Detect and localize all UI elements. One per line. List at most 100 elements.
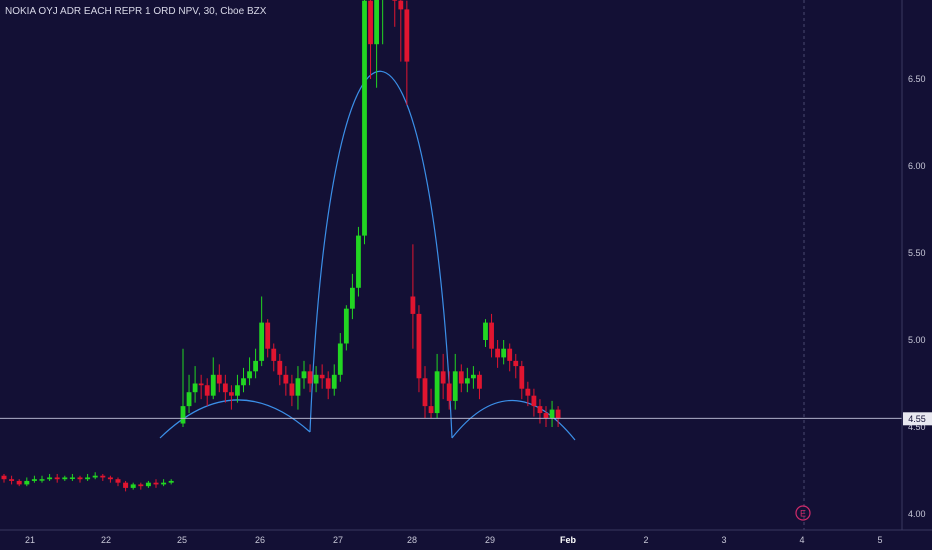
candle-body	[350, 287, 355, 309]
current-price-badge	[903, 412, 932, 426]
candle-body	[507, 348, 513, 361]
candle-body	[301, 371, 307, 379]
pre-candle-body	[123, 482, 129, 488]
candle-body	[277, 360, 283, 375]
x-tick-label: 27	[333, 535, 343, 545]
candle-body	[519, 366, 525, 389]
pre-candle-body	[107, 477, 113, 480]
candle-body	[410, 296, 416, 314]
candle-body	[198, 383, 204, 386]
pre-candle-body	[16, 480, 22, 485]
candle-body	[434, 371, 440, 414]
x-tick-label: 25	[177, 535, 187, 545]
candle-body	[501, 348, 507, 358]
current-price-value: 4.55	[908, 414, 926, 424]
candle-body	[531, 395, 537, 407]
candle-body	[356, 235, 361, 288]
x-tick-label: 28	[407, 535, 417, 545]
pre-candle-body	[62, 477, 68, 480]
candle-body	[247, 371, 252, 379]
candle-body	[440, 371, 446, 384]
candle-body	[192, 383, 198, 393]
candle-body	[416, 313, 422, 379]
candle-body	[235, 385, 240, 396]
candle-body	[283, 374, 289, 384]
earnings-label: E	[800, 509, 806, 519]
price-axis[interactable]: 9.008.508.007.507.006.506.005.505.004.50…	[901, 0, 926, 530]
candle-body	[543, 413, 549, 419]
candle-body	[555, 409, 561, 419]
candle-body	[392, 0, 398, 1]
candle-body	[295, 378, 301, 396]
candle-body	[398, 0, 404, 10]
candle-body	[471, 374, 476, 379]
candle-body	[325, 378, 331, 389]
overlay-lines: E	[0, 0, 902, 530]
pre-candle-body	[1, 475, 7, 480]
candle-body	[253, 360, 258, 372]
right-shoulder-arc	[451, 399, 576, 441]
price-badges: 8.794.55	[903, 412, 932, 426]
earnings-marker: E	[795, 505, 811, 521]
symbol-title: NOKIA OYJ ADR EACH REPR 1 ORD NPV, 30, C…	[5, 6, 267, 17]
pre-candle-body	[168, 480, 174, 483]
earnings-circle	[795, 505, 811, 521]
candlesticks	[180, 0, 561, 427]
candle-body	[210, 374, 216, 396]
candle-body	[289, 383, 295, 396]
candle-body	[313, 374, 319, 384]
candle-body	[337, 343, 343, 375]
candle-body	[483, 322, 488, 340]
x-tick-label: 3	[721, 535, 726, 545]
candle-body	[464, 378, 470, 384]
candle-body	[422, 378, 428, 407]
candle-body	[204, 385, 210, 396]
pre-candle-body	[145, 482, 151, 487]
candle-body	[525, 388, 531, 396]
y-tick-label: 4.50	[908, 422, 926, 432]
pre-series	[1, 472, 174, 492]
pre-candle-body	[69, 477, 75, 479]
pre-candle-body	[100, 475, 106, 478]
candle-body	[489, 322, 494, 349]
candle-body	[374, 0, 379, 45]
x-tick-label: 26	[255, 535, 265, 545]
head-arc	[309, 70, 453, 439]
candle-body	[259, 322, 265, 361]
pre-candle-body	[153, 482, 159, 485]
candle-body	[343, 308, 349, 344]
candle-body	[307, 371, 313, 384]
pre-candle-body	[54, 477, 60, 480]
candle-body	[222, 383, 228, 393]
candle-body	[452, 371, 458, 401]
candle-body	[241, 378, 246, 386]
pre-candle-body	[39, 479, 45, 481]
pattern-arcs	[159, 70, 576, 441]
candle-body	[265, 322, 271, 349]
x-tick-label: Feb	[560, 535, 577, 545]
y-tick-label: 4.00	[908, 509, 926, 519]
pre-candle-body	[130, 484, 136, 488]
pre-candle-body	[24, 480, 30, 485]
candle-body	[331, 374, 337, 389]
candle-body	[513, 360, 519, 367]
candle-body	[458, 371, 464, 384]
x-tick-label: 21	[25, 535, 35, 545]
candle-body	[495, 348, 500, 358]
y-tick-label: 6.00	[908, 161, 926, 171]
x-tick-label: 4	[799, 535, 804, 545]
candle-body	[477, 374, 482, 389]
candle-body	[537, 406, 543, 414]
pre-candle-body	[115, 479, 121, 483]
candle-body	[404, 9, 410, 62]
candle-body	[319, 374, 325, 379]
candle-body	[446, 383, 452, 401]
candle-body	[180, 406, 186, 424]
pre-candle-body	[138, 484, 144, 487]
candle-body	[229, 392, 234, 396]
time-axis[interactable]: 21 22 25 26 27 28 29 Feb 2 3 4 5	[0, 529, 932, 545]
candle-body	[362, 0, 367, 236]
pre-candle-body	[31, 479, 37, 481]
candle-body	[549, 409, 555, 419]
